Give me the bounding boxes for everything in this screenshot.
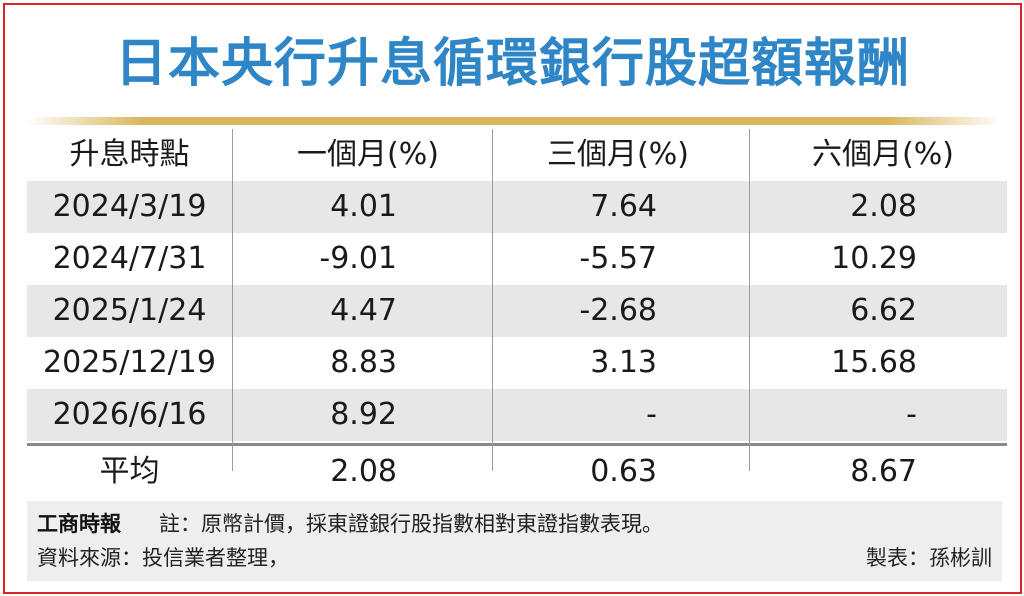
row-date-cell: 2024/7/31 (52, 241, 207, 276)
row-1m-cell: 4.01 (330, 189, 397, 224)
row-3m-cell: 7.64 (590, 189, 657, 224)
column-header-date: 升息時點 (69, 137, 190, 172)
column-header-6m: 六個月(%) (812, 137, 954, 172)
footnote: 註：原幣計價，採東證銀行股指數相對東證指數表現。 (159, 512, 663, 536)
summary-label-cell: 平均 (99, 454, 160, 489)
chart-frame: 日本央行升息循環銀行股超額報酬 升息時點 一個月(%) 三個月(%) 六個月(%… (3, 3, 1022, 594)
row-date-cell: 2025/12/19 (43, 345, 216, 380)
table-row: 2024/7/31 -9.01 -5.57 10.29 (27, 233, 1007, 285)
column-header-1m: 一個月(%) (297, 137, 439, 172)
summary-3m-cell: 0.63 (590, 454, 657, 489)
row-1m-cell: 8.92 (330, 397, 397, 432)
row-3m-cell: -2.68 (579, 293, 657, 328)
row-6m-cell: 6.62 (850, 293, 917, 328)
row-date-cell: 2024/3/19 (52, 189, 207, 224)
row-1m-cell: -9.01 (319, 241, 397, 276)
row-1m-cell: 4.47 (330, 293, 397, 328)
row-date-cell: 2026/6/16 (52, 397, 207, 432)
row-1m-cell: 8.83 (330, 345, 397, 380)
credit-note: 製表：孫彬訓 (866, 546, 992, 570)
column-divider (492, 129, 493, 471)
row-6m-cell: 15.68 (831, 345, 917, 380)
table-row: 2026/6/16 8.92 - - (27, 389, 1007, 441)
table-row: 2025/1/24 4.47 -2.68 6.62 (27, 285, 1007, 337)
table-header-row: 升息時點 一個月(%) 三個月(%) 六個月(%) (27, 129, 1007, 181)
publisher-logo: 工商時報 (37, 511, 121, 536)
chart-title: 日本央行升息循環銀行股超額報酬 (114, 34, 910, 94)
summary-separator (27, 443, 1007, 446)
row-3m-cell: -5.57 (579, 241, 657, 276)
summary-row: 平均 2.08 0.63 8.67 (27, 446, 1007, 498)
summary-6m-cell: 8.67 (850, 454, 917, 489)
row-date-cell: 2025/1/24 (52, 293, 207, 328)
row-6m-cell: - (906, 397, 917, 432)
footer-notes: 工商時報 註：原幣計價，採東證銀行股指數相對東證指數表現。 資料來源：投信業者整… (27, 501, 1002, 581)
summary-1m-cell: 2.08 (330, 454, 397, 489)
table-row: 2025/12/19 8.83 3.13 15.68 (27, 337, 1007, 389)
row-3m-cell: - (646, 397, 657, 432)
row-6m-cell: 10.29 (831, 241, 917, 276)
column-divider (749, 129, 750, 471)
row-3m-cell: 3.13 (590, 345, 657, 380)
column-header-3m: 三個月(%) (547, 137, 689, 172)
row-6m-cell: 2.08 (850, 189, 917, 224)
title-divider (27, 117, 1002, 125)
source-note: 資料來源：投信業者整理， (37, 546, 289, 570)
column-divider (232, 129, 233, 471)
table-row: 2024/3/19 4.01 7.64 2.08 (27, 181, 1007, 233)
